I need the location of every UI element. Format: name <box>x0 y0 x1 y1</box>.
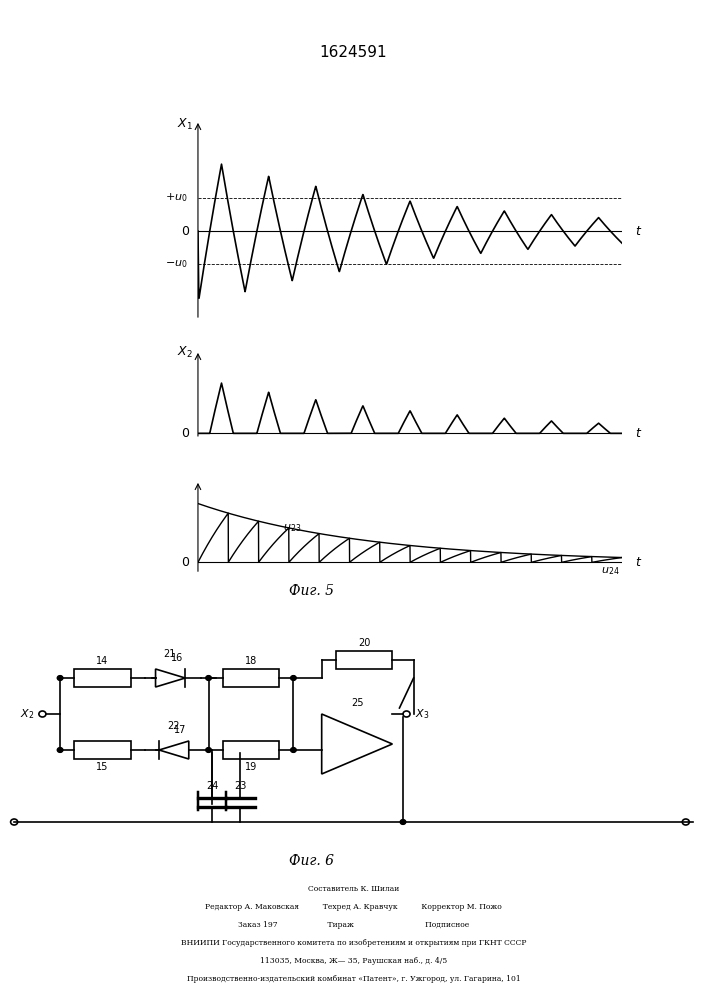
Text: $t$: $t$ <box>635 427 642 440</box>
Text: $+u_0$: $+u_0$ <box>165 191 188 204</box>
Text: $X_2$: $X_2$ <box>177 345 193 360</box>
Text: $X_3$: $X_3$ <box>415 707 429 721</box>
Text: Заказ 197                     Тираж                              Подписное: Заказ 197 Тираж Подписное <box>238 921 469 929</box>
Circle shape <box>206 676 211 680</box>
Text: Фиг. 6: Фиг. 6 <box>288 854 334 868</box>
Text: 24: 24 <box>206 781 218 791</box>
Circle shape <box>206 748 211 752</box>
Text: $X_2$: $X_2$ <box>20 707 34 721</box>
Text: $X_1$: $X_1$ <box>177 116 193 132</box>
Text: Составитель К. Шилаи: Составитель К. Шилаи <box>308 885 399 893</box>
Text: $u_{23}$: $u_{23}$ <box>283 522 301 534</box>
Bar <box>74 741 131 759</box>
Text: 1624591: 1624591 <box>320 45 387 60</box>
Bar <box>223 669 279 687</box>
Text: 23: 23 <box>234 781 247 791</box>
Circle shape <box>291 748 296 752</box>
Bar <box>223 741 279 759</box>
Text: $0$: $0$ <box>181 556 189 569</box>
Text: Фиг. 5: Фиг. 5 <box>288 584 334 598</box>
Text: 19: 19 <box>245 762 257 772</box>
Text: $0$: $0$ <box>181 427 189 440</box>
Text: 14: 14 <box>96 656 109 666</box>
Text: ВНИИПИ Государственного комитета по изобретениям и открытиям при ГКНТ СССР: ВНИИПИ Государственного комитета по изоб… <box>181 939 526 947</box>
Text: $t$: $t$ <box>635 556 642 569</box>
Text: Производственно-издательский комбинат «Патент», г. Ужгород, ул. Гагарина, 101: Производственно-издательский комбинат «П… <box>187 975 520 983</box>
Bar <box>336 651 392 669</box>
Circle shape <box>57 748 63 752</box>
Text: 18: 18 <box>245 656 257 666</box>
Text: 15: 15 <box>96 762 109 772</box>
Text: 113035, Москва, Ж— 35, Раушская наб., д. 4/5: 113035, Москва, Ж— 35, Раушская наб., д.… <box>260 957 447 965</box>
Text: $u_{24}$: $u_{24}$ <box>601 565 619 577</box>
Circle shape <box>57 676 63 680</box>
Text: $t$: $t$ <box>635 225 642 238</box>
Text: 17: 17 <box>174 725 187 735</box>
Text: $-u_0$: $-u_0$ <box>165 259 188 270</box>
Text: 21: 21 <box>163 649 176 659</box>
Circle shape <box>400 820 406 824</box>
Text: 20: 20 <box>358 638 370 648</box>
Bar <box>74 669 131 687</box>
Text: 16: 16 <box>170 653 183 663</box>
Text: 25: 25 <box>351 698 363 708</box>
Text: Редактор А. Маковская          Техред А. Кравчук          Корректор М. Пожо: Редактор А. Маковская Техред А. Кравчук … <box>205 903 502 911</box>
Text: $0$: $0$ <box>181 225 189 238</box>
Text: 22: 22 <box>167 721 180 731</box>
Circle shape <box>291 676 296 680</box>
